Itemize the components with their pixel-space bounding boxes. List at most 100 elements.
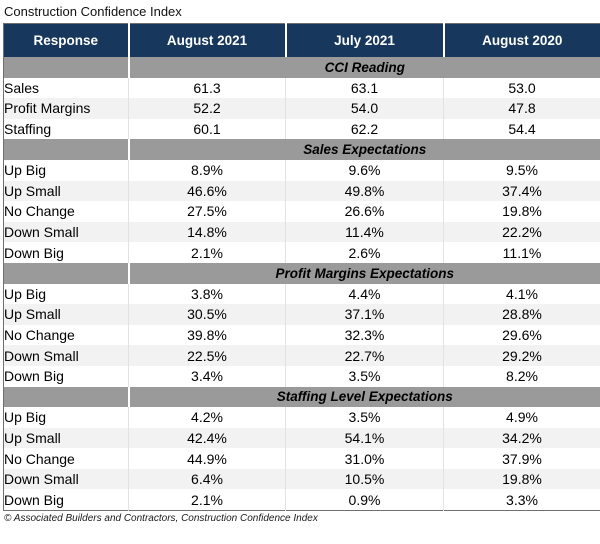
cell-value: 62.2 <box>285 118 444 140</box>
table-row: Profit Margins 52.2 54.0 47.8 <box>3 98 600 119</box>
row-label: Profit Margins <box>3 98 129 119</box>
cell-value: 6.4% <box>128 468 286 490</box>
cell-value: 22.2% <box>443 221 600 243</box>
cell-value: 44.9% <box>128 448 286 469</box>
section-spacer-cell <box>3 262 130 284</box>
table-row: No Change 39.8% 32.3% 29.6% <box>3 324 600 346</box>
cell-value: 2.6% <box>285 242 444 263</box>
cell-value: 42.4% <box>128 427 286 449</box>
section-title: Profit Margins Expectations <box>128 262 600 284</box>
cell-value: 3.4% <box>128 365 286 387</box>
cell-value: 10.5% <box>285 468 444 490</box>
row-label: Up Small <box>3 304 129 325</box>
cell-value: 61.3 <box>128 77 286 99</box>
cell-value: 37.1% <box>285 304 444 325</box>
row-label: No Change <box>3 448 129 469</box>
row-label: Staffing <box>3 118 129 140</box>
table-row: Up Small 42.4% 54.1% 34.2% <box>3 427 600 449</box>
cell-value: 29.2% <box>443 345 600 366</box>
column-header-august-2021: August 2021 <box>128 23 287 57</box>
cell-value: 3.3% <box>443 489 600 511</box>
row-label: Down Small <box>3 221 129 243</box>
cell-value: 9.5% <box>443 159 600 181</box>
table-row: Down Small 22.5% 22.7% 29.2% <box>3 345 600 366</box>
cell-value: 37.9% <box>443 448 600 469</box>
cell-value: 54.4 <box>443 118 600 140</box>
cell-value: 22.5% <box>128 345 286 366</box>
section-header-row: Sales Expectations <box>3 139 600 160</box>
cci-table: Response August 2021 July 2021 August 20… <box>3 23 600 512</box>
cell-value: 8.9% <box>128 159 286 181</box>
cell-value: 3.8% <box>128 283 286 305</box>
cell-value: 4.9% <box>443 407 600 428</box>
table-row: Down Big 2.1% 0.9% 3.3% <box>3 489 600 511</box>
cell-value: 3.5% <box>285 407 444 428</box>
section-title: Staffing Level Expectations <box>128 386 600 408</box>
row-label: Up Big <box>3 159 129 181</box>
section-header-row: Staffing Level Expectations <box>3 386 600 408</box>
table-row: No Change 27.5% 26.6% 19.8% <box>3 201 600 222</box>
cell-value: 9.6% <box>285 159 444 181</box>
cell-value: 11.4% <box>285 221 444 243</box>
table-row: Sales 61.3 63.1 53.0 <box>3 77 600 99</box>
cell-value: 14.8% <box>128 221 286 243</box>
cell-value: 60.1 <box>128 118 286 140</box>
cell-value: 19.8% <box>443 201 600 222</box>
column-header-row: Response August 2021 July 2021 August 20… <box>3 23 600 57</box>
table-row: Up Small 30.5% 37.1% 28.8% <box>3 304 600 325</box>
cell-value: 4.1% <box>443 283 600 305</box>
page-title: Construction Confidence Index <box>4 4 182 19</box>
cell-value: 2.1% <box>128 489 286 511</box>
column-header-response: Response <box>3 23 130 57</box>
table-row: Up Big 8.9% 9.6% 9.5% <box>3 159 600 181</box>
cell-value: 63.1 <box>285 77 444 99</box>
cell-value: 11.1% <box>443 242 600 263</box>
cell-value: 54.0 <box>285 98 444 119</box>
row-label: Up Big <box>3 283 129 305</box>
section-header-row: CCI Reading <box>3 57 600 78</box>
row-label: Up Small <box>3 180 129 202</box>
table-row: Down Small 6.4% 10.5% 19.8% <box>3 468 600 490</box>
cell-value: 26.6% <box>285 201 444 222</box>
column-header-august-2020: August 2020 <box>443 23 600 57</box>
cell-value: 4.4% <box>285 283 444 305</box>
cell-value: 47.8 <box>443 98 600 119</box>
section-title: Sales Expectations <box>128 139 600 160</box>
cell-value: 31.0% <box>285 448 444 469</box>
table-row: Down Big 2.1% 2.6% 11.1% <box>3 242 600 263</box>
table-row: Up Big 4.2% 3.5% 4.9% <box>3 407 600 428</box>
table-row: Down Small 14.8% 11.4% 22.2% <box>3 221 600 243</box>
cell-value: 52.2 <box>128 98 286 119</box>
row-label: No Change <box>3 201 129 222</box>
cell-value: 2.1% <box>128 242 286 263</box>
section-spacer-cell <box>3 139 130 160</box>
cell-value: 39.8% <box>128 324 286 346</box>
cell-value: 49.8% <box>285 180 444 202</box>
cell-value: 30.5% <box>128 304 286 325</box>
cell-value: 19.8% <box>443 468 600 490</box>
cell-value: 32.3% <box>285 324 444 346</box>
row-label: Up Small <box>3 427 129 449</box>
table-row: Up Big 3.8% 4.4% 4.1% <box>3 283 600 305</box>
row-label: Down Big <box>3 365 129 387</box>
row-label: Down Big <box>3 489 129 511</box>
cell-value: 37.4% <box>443 180 600 202</box>
table-row: Down Big 3.4% 3.5% 8.2% <box>3 365 600 387</box>
section-spacer-cell <box>3 57 130 78</box>
row-label: Down Big <box>3 242 129 263</box>
section-header-row: Profit Margins Expectations <box>3 262 600 284</box>
cell-value: 22.7% <box>285 345 444 366</box>
cell-value: 28.8% <box>443 304 600 325</box>
table-row: Up Small 46.6% 49.8% 37.4% <box>3 180 600 202</box>
cell-value: 8.2% <box>443 365 600 387</box>
cell-value: 3.5% <box>285 365 444 387</box>
table-row: No Change 44.9% 31.0% 37.9% <box>3 448 600 469</box>
cell-value: 46.6% <box>128 180 286 202</box>
cell-value: 34.2% <box>443 427 600 449</box>
source-attribution: © Associated Builders and Contractors, C… <box>4 513 318 525</box>
row-label: Up Big <box>3 407 129 428</box>
cell-value: 0.9% <box>285 489 444 511</box>
section-title: CCI Reading <box>128 57 600 78</box>
row-label: Sales <box>3 77 129 99</box>
